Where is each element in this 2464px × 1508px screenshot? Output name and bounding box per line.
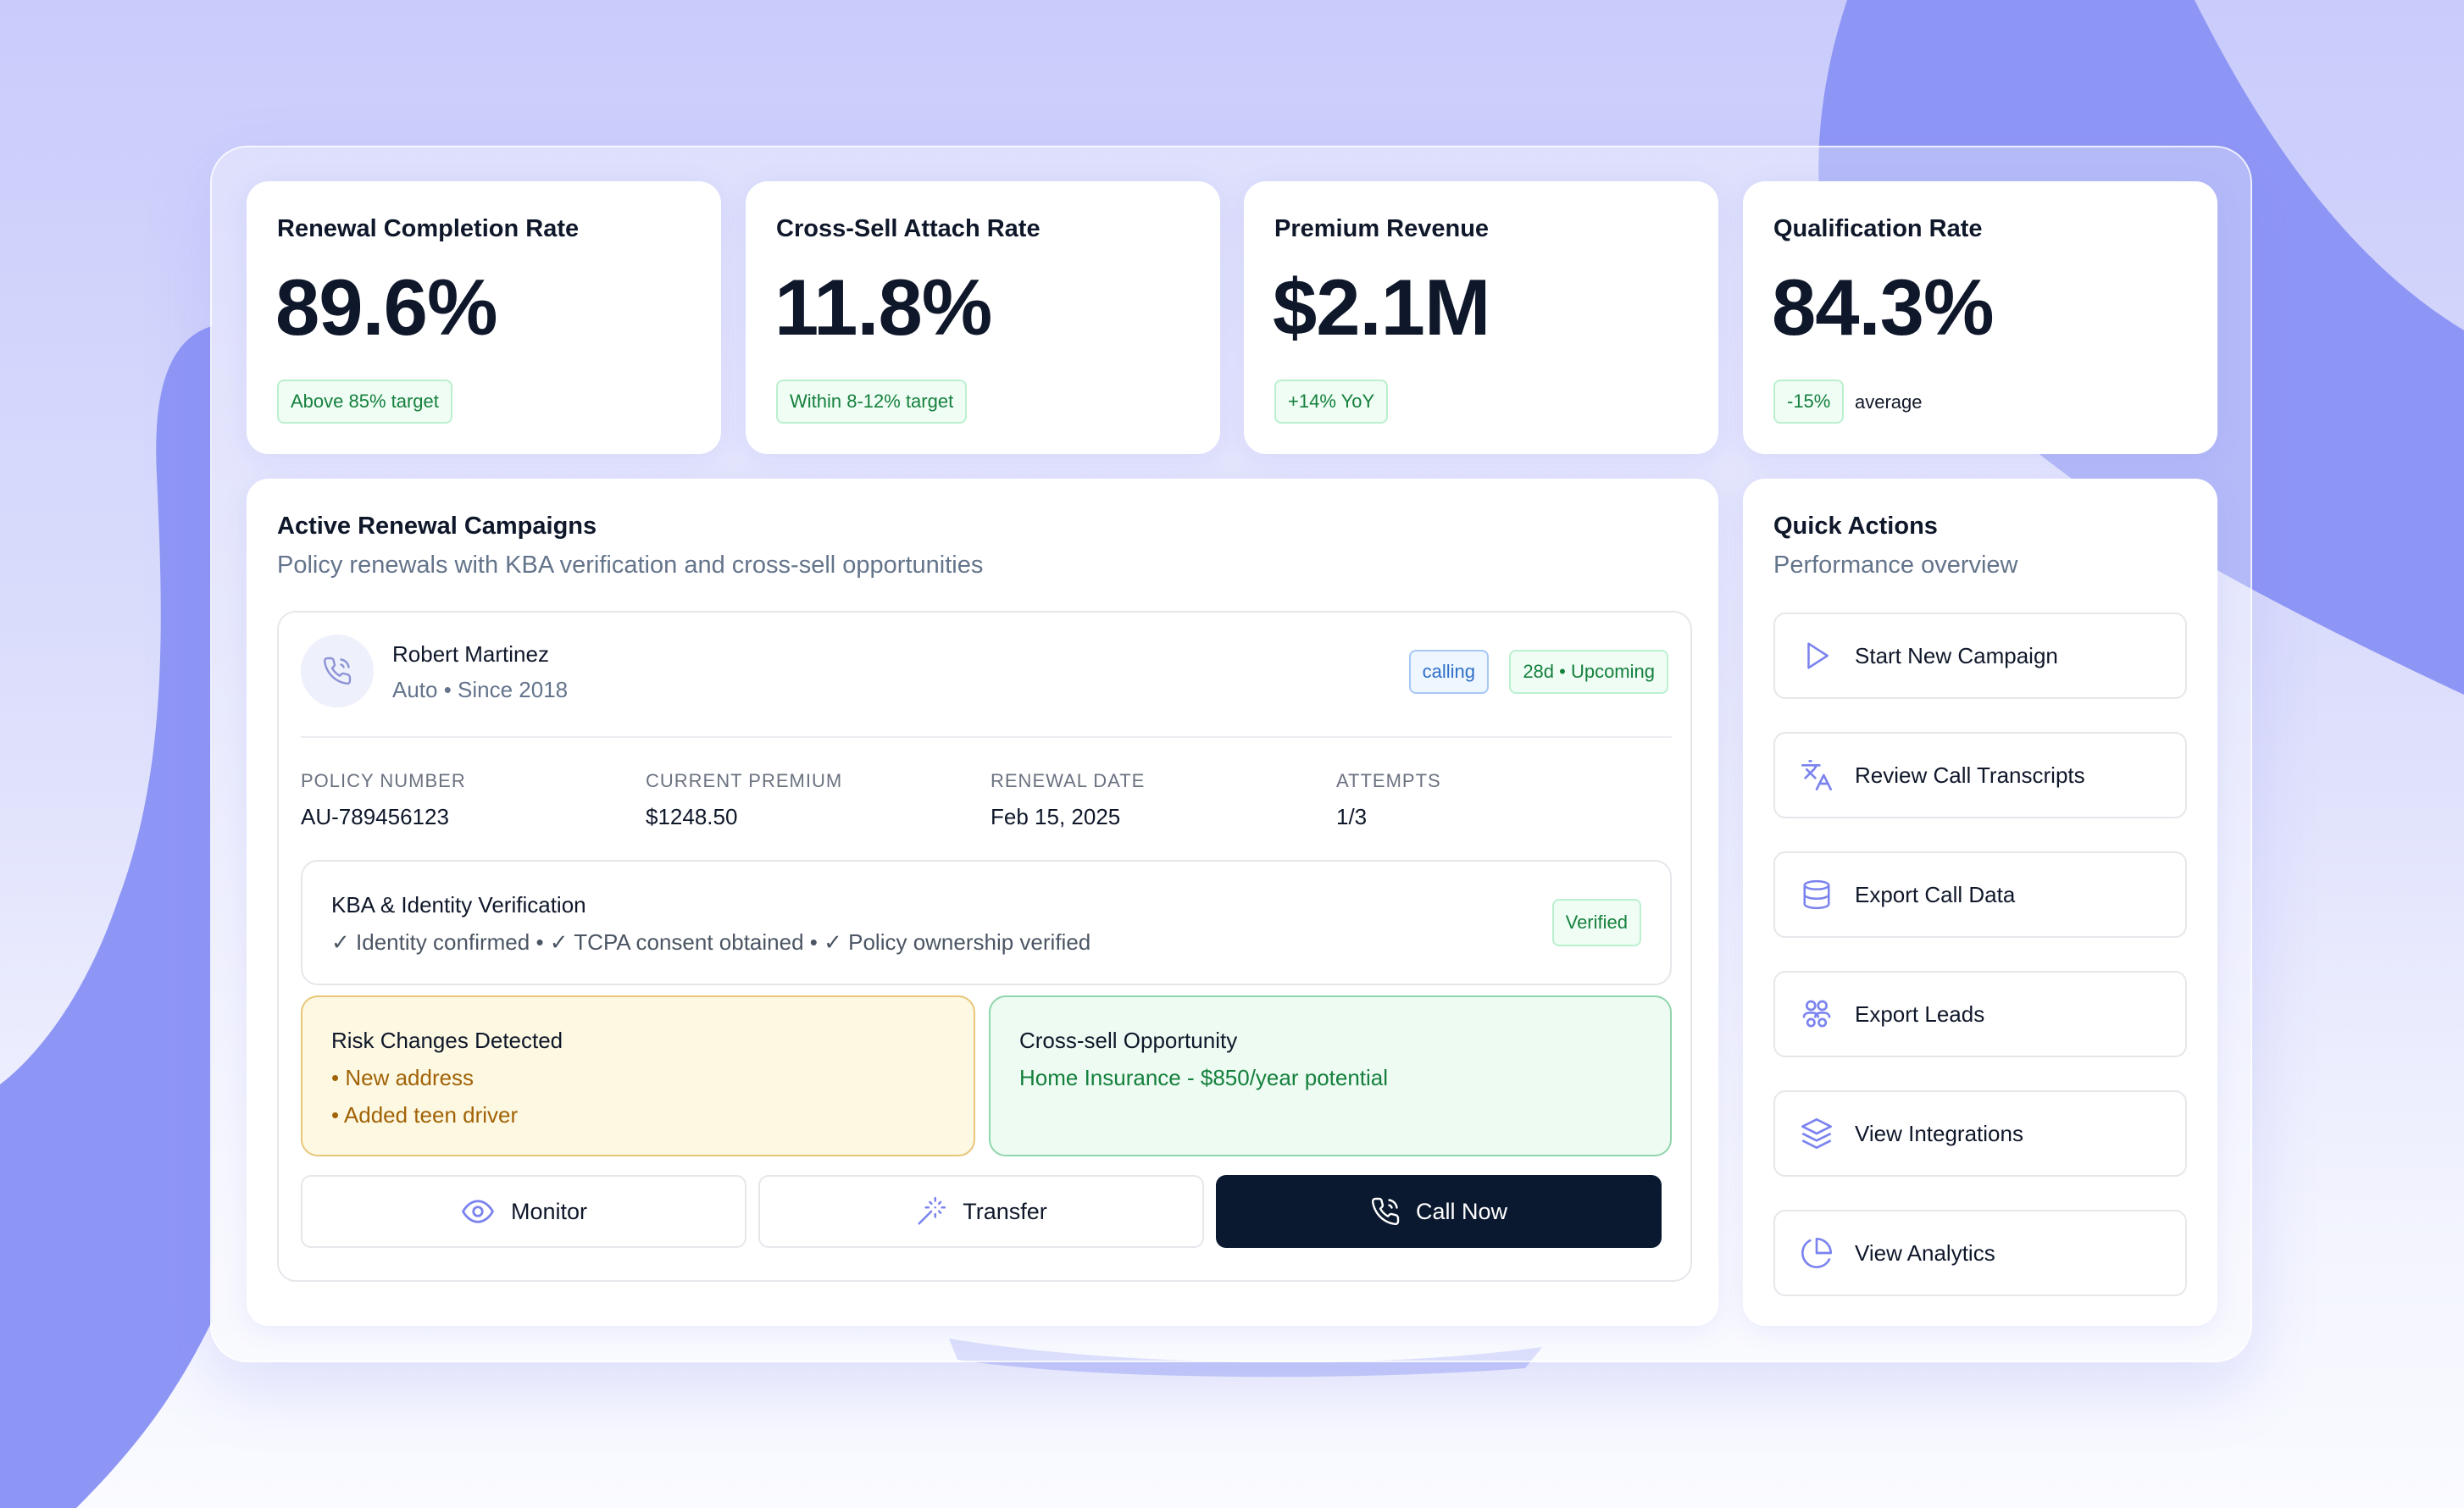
stat-card-qualification-rate: Qualification Rate 84.3% -15% average	[1743, 181, 2217, 454]
target-badge: Within 8-12% target	[776, 380, 968, 424]
campaign-item: Robert Martinez Auto • Since 2018 callin…	[277, 611, 1692, 1282]
quick-action-label: Review Call Transcripts	[1855, 762, 2085, 788]
renewal-countdown-badge: 28d • Upcoming	[1509, 650, 1668, 694]
quick-actions-subtitle: Performance overview	[1773, 552, 2018, 579]
magic-wand-icon	[918, 1196, 946, 1225]
monitor-label: Monitor	[510, 1198, 588, 1224]
target-badge: Above 85% target	[277, 380, 452, 424]
field-value-attempts: 1/3	[1336, 804, 1368, 829]
translate-icon	[1799, 757, 1834, 793]
field-label-current-premium: CURRENT PREMIUM	[646, 770, 843, 791]
cross-sell-detail: Home Insurance - $850/year potential	[1019, 1065, 1389, 1090]
campaigns-title: Active Renewal Campaigns	[277, 513, 597, 540]
call-now-button[interactable]: Call Now	[1216, 1175, 1662, 1248]
stat-title: Premium Revenue	[1274, 215, 1490, 242]
field-label-policy-number: POLICY NUMBER	[301, 770, 466, 791]
field-label-attempts: ATTEMPTS	[1336, 770, 1441, 791]
quick-actions-title: Quick Actions	[1773, 513, 1938, 540]
stat-card-premium-revenue: Premium Revenue $2.1M +14% YoY	[1244, 181, 1718, 454]
export-call-data-button[interactable]: Export Call Data	[1773, 851, 2187, 938]
status-badge: calling	[1408, 650, 1489, 694]
start-new-campaign-button[interactable]: Start New Campaign	[1773, 613, 2187, 699]
field-value-policy-number: AU-789456123	[301, 804, 449, 829]
play-icon	[1799, 638, 1834, 674]
kba-title: KBA & Identity Verification	[331, 892, 586, 918]
stat-card-cross-sell-attach: Cross-Sell Attach Rate 11.8% Within 8-12…	[746, 181, 1220, 454]
quick-action-label: Start New Campaign	[1855, 642, 2058, 668]
stat-title: Qualification Rate	[1773, 215, 1983, 242]
monitor-button[interactable]: Monitor	[301, 1175, 746, 1248]
stat-title: Cross-Sell Attach Rate	[776, 215, 1041, 242]
eye-icon	[462, 1200, 494, 1223]
campaigns-subtitle: Policy renewals with KBA verification an…	[277, 552, 984, 579]
view-integrations-button[interactable]: View Integrations	[1773, 1090, 2187, 1177]
quick-actions-card: Quick Actions Performance overview Start…	[1743, 479, 2217, 1326]
risk-item: • New address	[331, 1065, 474, 1090]
campaigns-card: Active Renewal Campaigns Policy renewals…	[247, 479, 1718, 1326]
export-leads-button[interactable]: Export Leads	[1773, 971, 2187, 1057]
risk-item: • Added teen driver	[331, 1102, 519, 1128]
quick-action-label: Export Call Data	[1855, 881, 2016, 907]
field-label-renewal-date: RENEWAL DATE	[991, 770, 1146, 791]
transfer-label: Transfer	[963, 1198, 1047, 1224]
layers-icon	[1799, 1116, 1834, 1151]
call-now-label: Call Now	[1415, 1198, 1508, 1224]
database-icon	[1799, 877, 1834, 912]
stat-card-renewal-completion: Renewal Completion Rate 89.6% Above 85% …	[247, 181, 721, 454]
avatar	[301, 635, 374, 707]
change-badge: -15%	[1773, 380, 1845, 424]
field-value-renewal-date: Feb 15, 2025	[991, 804, 1121, 829]
quick-action-label: Export Leads	[1855, 1001, 1985, 1027]
review-call-transcripts-button[interactable]: Review Call Transcripts	[1773, 732, 2187, 818]
phone-call-icon	[1371, 1197, 1400, 1226]
yoy-badge: +14% YoY	[1274, 380, 1389, 424]
customer-policy-type: Auto • Since 2018	[392, 677, 569, 702]
phone-icon	[323, 657, 352, 685]
change-note: average	[1855, 391, 1923, 413]
verified-badge: Verified	[1551, 899, 1641, 946]
field-value-current-premium: $1248.50	[646, 804, 738, 829]
risk-title: Risk Changes Detected	[331, 1028, 563, 1053]
cross-sell-title: Cross-sell Opportunity	[1019, 1028, 1238, 1053]
stat-title: Renewal Completion Rate	[277, 215, 580, 242]
view-analytics-button[interactable]: View Analytics	[1773, 1210, 2187, 1296]
users-icon	[1799, 996, 1834, 1032]
stat-value: $2.1M	[1273, 263, 1490, 352]
quick-action-label: View Integrations	[1855, 1120, 2023, 1146]
customer-name: Robert Martinez	[392, 641, 549, 667]
quick-action-label: View Analytics	[1855, 1239, 1995, 1266]
kba-checks: ✓ Identity confirmed • ✓ TCPA consent ob…	[331, 929, 1091, 955]
transfer-button[interactable]: Transfer	[758, 1175, 1204, 1248]
divider	[301, 736, 1672, 738]
stat-value: 11.8%	[774, 263, 992, 352]
stat-value: 89.6%	[275, 263, 498, 352]
pie-chart-icon	[1799, 1235, 1834, 1271]
risk-changes-box: Risk Changes Detected • New address • Ad…	[301, 995, 975, 1156]
kba-verification-box: KBA & Identity Verification ✓ Identity c…	[301, 860, 1672, 985]
cross-sell-box: Cross-sell Opportunity Home Insurance - …	[989, 995, 1672, 1156]
stat-value: 84.3%	[1772, 263, 1995, 352]
